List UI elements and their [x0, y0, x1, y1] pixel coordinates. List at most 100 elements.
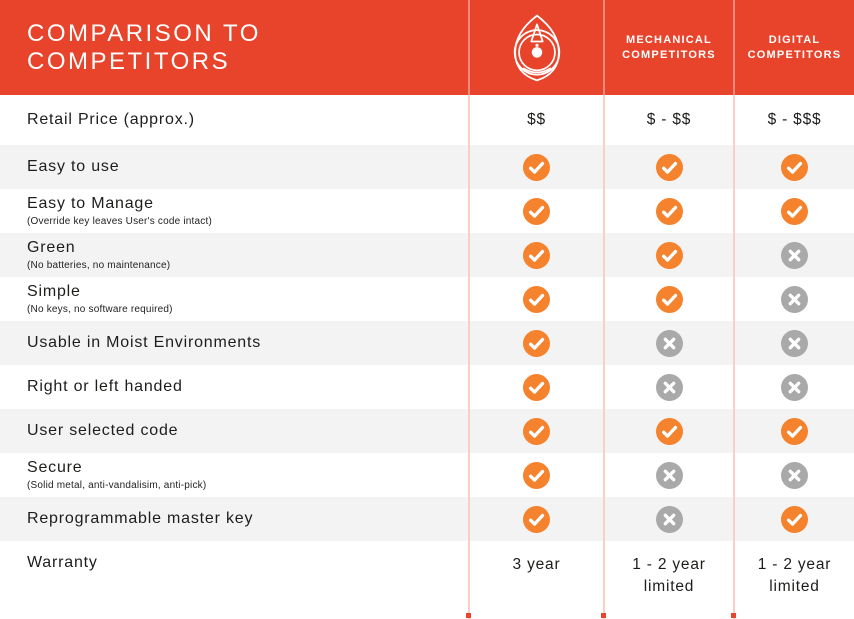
feature-label: User selected code [27, 421, 179, 439]
value-text: $$ [527, 110, 546, 128]
combination-lock-logo-icon [513, 14, 560, 81]
value-cell [733, 453, 854, 497]
column-header-mechanical: MECHANICAL COMPETITORS [603, 0, 733, 95]
value-cell [468, 321, 603, 365]
cross-icon [781, 329, 808, 357]
check-icon [655, 285, 683, 313]
separator-end-marker [601, 613, 606, 618]
check-icon [523, 285, 550, 313]
value-cell [603, 321, 733, 365]
check-icon [523, 329, 550, 357]
check-icon [523, 505, 550, 533]
check-icon [523, 153, 550, 181]
feature-label-cell: Right or left handed [0, 365, 468, 409]
cross-icon [655, 373, 683, 401]
value-cell [733, 233, 854, 277]
feature-label-cell: Secure (Solid metal, anti-vandalisim, ant… [0, 453, 468, 497]
value-text: $ - $$ [646, 110, 692, 128]
value-cell [603, 277, 733, 321]
cross-icon [655, 329, 683, 357]
feature-label-cell: Retail Price (approx.) [0, 95, 468, 145]
page-title: COMPARISON TO COMPETITORS [27, 19, 261, 75]
feature-sublabel: (No keys, no software required) [27, 303, 173, 315]
check-icon [655, 197, 683, 225]
column-header-label: DIGITAL COMPETITORS [747, 33, 842, 61]
value-cell [603, 365, 733, 409]
feature-label: Retail Price (approx.) [27, 110, 195, 128]
check-icon [655, 153, 683, 181]
value-cell [733, 277, 854, 321]
value-cell: 1 - 2 year limited [603, 541, 733, 619]
feature-label-cell: Simple (No keys, no software required) [0, 277, 468, 321]
value-cell [468, 233, 603, 277]
value-cell [603, 453, 733, 497]
separator-end-marker [466, 613, 471, 618]
value-cell [603, 497, 733, 541]
value-text: 1 - 2 year limited [632, 556, 706, 596]
feature-label-cell: Green (No batteries, no maintenance) [0, 233, 468, 277]
feature-label-cell: Warranty [0, 541, 468, 619]
value-cell [733, 365, 854, 409]
title-cell: COMPARISON TO COMPETITORS [0, 0, 468, 95]
feature-label: Green [27, 239, 76, 257]
feature-label: Easy to Manage [27, 195, 154, 213]
cross-icon [781, 373, 808, 401]
feature-label-cell: Easy to Manage (Override key leaves User'… [0, 189, 468, 233]
check-icon [523, 241, 550, 269]
column-header-digital: DIGITAL COMPETITORS [733, 0, 854, 95]
table-row: Secure (Solid metal, anti-vandalisim, ant… [0, 453, 854, 497]
table-row: User selected code [0, 409, 854, 453]
feature-sublabel: (No batteries, no maintenance) [27, 259, 171, 271]
table-row: Easy to use [0, 145, 854, 189]
value-text: 1 - 2 year limited [757, 556, 832, 596]
value-cell [468, 189, 603, 233]
value-cell: $ - $$$ [733, 95, 854, 145]
cross-icon [655, 461, 683, 489]
table-row: Warranty 3 year 1 - 2 year limited 1 - 2 ye… [0, 541, 854, 619]
value-cell: 3 year [468, 541, 603, 619]
table-row: Reprogrammable master key [0, 497, 854, 541]
column-header-label: MECHANICAL COMPETITORS [622, 33, 716, 61]
value-cell: $$ [468, 95, 603, 145]
value-cell [733, 409, 854, 453]
table-row: Right or left handed [0, 365, 854, 409]
value-cell [603, 409, 733, 453]
table-row: Retail Price (approx.) $$ $ - $$ $ - $$$ [0, 95, 854, 145]
cross-icon [781, 461, 808, 489]
cross-icon [781, 285, 808, 313]
feature-label: Secure [27, 459, 83, 477]
header-banner: COMPARISON TO COMPETITORS MECHANICAL COM… [0, 0, 854, 95]
value-cell [733, 189, 854, 233]
table-row: Simple (No keys, no software required) [0, 277, 854, 321]
check-icon [781, 417, 808, 445]
check-icon [523, 417, 550, 445]
separator-end-marker [731, 613, 736, 618]
check-icon [655, 241, 683, 269]
table-row: Usable in Moist Environments [0, 321, 854, 365]
value-cell [733, 145, 854, 189]
feature-label: Warranty [27, 554, 98, 571]
feature-label-cell: Usable in Moist Environments [0, 321, 468, 365]
check-icon [523, 461, 550, 489]
check-icon [655, 417, 683, 445]
brand-cell [468, 0, 603, 95]
check-icon [523, 197, 550, 225]
value-cell [733, 497, 854, 541]
feature-label: Easy to use [27, 157, 120, 175]
value-cell [468, 145, 603, 189]
value-cell [603, 145, 733, 189]
value-cell [603, 189, 733, 233]
check-icon [781, 153, 808, 181]
value-cell [468, 365, 603, 409]
table-row: Green (No batteries, no maintenance) [0, 233, 854, 277]
table-rows: Retail Price (approx.) $$ $ - $$ $ - $$$ Eas… [0, 95, 854, 619]
feature-label-cell: Easy to use [0, 145, 468, 189]
value-cell [733, 321, 854, 365]
check-icon [781, 197, 808, 225]
feature-label-cell: User selected code [0, 409, 468, 453]
value-cell: 1 - 2 year limited [733, 541, 854, 619]
feature-label: Usable in Moist Environments [27, 333, 262, 351]
feature-label: Reprogrammable master key [27, 509, 254, 527]
table-row: Easy to Manage (Override key leaves User'… [0, 189, 854, 233]
